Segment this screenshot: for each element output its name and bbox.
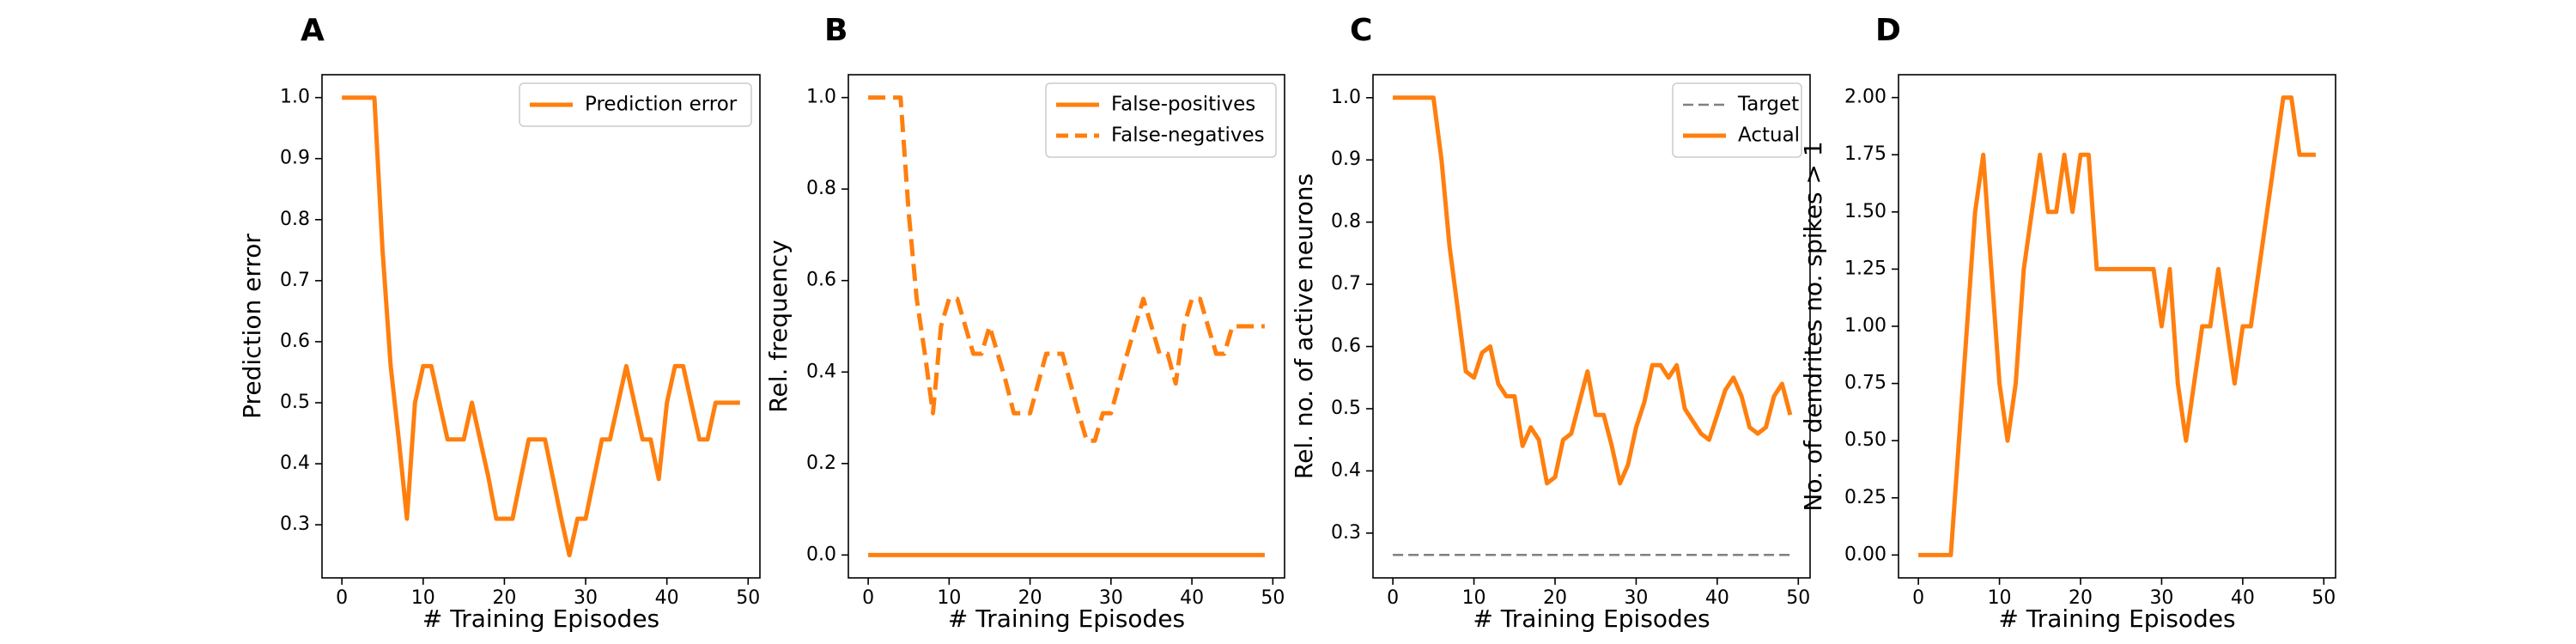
y-axis-label: Rel. frequency	[764, 240, 793, 412]
y-tick-label: 0.6	[806, 270, 836, 291]
y-tick-label: 2.00	[1844, 87, 1886, 108]
y-tick-label: 0.25	[1844, 487, 1886, 508]
series-line-main	[1918, 95, 2316, 557]
y-tick-label: 0.75	[1844, 373, 1886, 394]
y-axis-label: Prediction error	[238, 234, 266, 419]
y-tick-label: 0.2	[806, 453, 836, 474]
legend: False-positives False-negatives	[1045, 82, 1277, 158]
y-axis-label: No. of dendrites no. spikes > 1	[1799, 141, 1827, 511]
legend-label: False-negatives	[1111, 125, 1265, 147]
x-tick-label: 0	[336, 587, 348, 609]
axes-frame	[1372, 74, 1811, 579]
x-tick-label: 40	[1180, 587, 1204, 609]
x-tick-label: 10	[1462, 587, 1486, 609]
x-tick-label: 20	[1543, 587, 1567, 609]
axes-frame	[321, 74, 761, 579]
y-tick-label: 1.25	[1844, 258, 1886, 279]
legend-box	[1045, 82, 1277, 158]
y-tick-label: 1.0	[280, 87, 310, 108]
x-axis-label: # Training Episodes	[948, 605, 1185, 633]
x-tick-label: 10	[411, 587, 435, 609]
legend-label: False-positives	[1111, 94, 1255, 116]
legend-label: Prediction error	[585, 94, 738, 116]
axes-frame	[1898, 74, 2336, 579]
y-axis-label: Rel. no. of active neurons	[1290, 173, 1318, 479]
x-axis-label: # Training Episodes	[1473, 605, 1710, 633]
legend-box	[519, 82, 752, 127]
series-group	[868, 95, 1265, 557]
y-tick-label: 0.8	[806, 178, 836, 199]
series-line-prediction-error	[342, 95, 740, 558]
y-tick-label: 1.50	[1844, 201, 1886, 222]
x-tick-label: 0	[1912, 587, 1924, 609]
x-tick-label: 10	[937, 587, 961, 609]
x-tick-label: 30	[1624, 587, 1648, 609]
x-tick-label: 0	[862, 587, 874, 609]
y-tick-label: 0.4	[1331, 459, 1361, 481]
x-tick-label: 40	[2231, 587, 2255, 609]
y-tick-label: 0.0	[806, 544, 836, 565]
series-group	[342, 95, 740, 558]
x-tick-label: 30	[574, 587, 598, 609]
y-tick-label: 0.9	[1331, 149, 1361, 170]
y-tick-label: 0.6	[1331, 336, 1361, 357]
series-group	[1393, 95, 1793, 556]
x-tick-label: 50	[736, 587, 760, 609]
y-tick-label: 0.7	[1331, 273, 1361, 295]
x-tick-label: 50	[2312, 587, 2336, 609]
legend-label: Target	[1737, 94, 1799, 116]
y-tick-label: 0.6	[280, 331, 310, 352]
panel-letter: C	[1350, 13, 1372, 48]
y-tick-label: 0.8	[1331, 211, 1361, 233]
y-tick-label: 1.75	[1844, 143, 1886, 165]
series-group	[1918, 95, 2316, 557]
x-tick-label: 40	[1705, 587, 1729, 609]
y-tick-label: 0.5	[1331, 398, 1361, 419]
panel-letter: B	[824, 13, 848, 48]
series-line-false-negatives	[868, 95, 1265, 443]
y-tick-label: 0.4	[280, 453, 310, 474]
panel-a: A 0 10 20 30 40 50 0.3 0.4 0.5 0.6 0.7 0.8 0.9 1.0 # Tr…	[238, 13, 761, 633]
x-tick-label: 50	[1261, 587, 1285, 609]
x-axis-label: # Training Episodes	[422, 605, 659, 633]
x-tick-label: 30	[2149, 587, 2173, 609]
x-axis-label: # Training Episodes	[1998, 605, 2235, 633]
x-tick-label: 20	[1018, 587, 1042, 609]
legend-box	[1672, 82, 1802, 158]
y-tick-label: 1.00	[1844, 315, 1886, 337]
x-tick-label: 20	[492, 587, 516, 609]
x-tick-label: 0	[1387, 587, 1399, 609]
x-tick-label: 30	[1099, 587, 1123, 609]
panel-letter: D	[1875, 13, 1901, 48]
y-tick-label: 0.4	[806, 361, 836, 382]
legend: Target Actual	[1672, 82, 1802, 158]
x-tick-label: 50	[1786, 587, 1810, 609]
y-tick-label: 0.50	[1844, 429, 1886, 451]
y-tick-label: 0.3	[280, 513, 310, 535]
panel-c: C 0 10 20 30 40 50 0.3 0.4 0.5 0.6 0.7 0.8 0.9 1.0 # Tr…	[1290, 13, 1811, 633]
y-tick-label: 1.0	[806, 87, 836, 108]
y-tick-label: 0.8	[280, 209, 310, 230]
panel-letter: A	[301, 13, 325, 48]
y-tick-label: 0.3	[1331, 522, 1361, 544]
y-tick-label: 0.5	[280, 392, 310, 413]
axes-frame	[848, 74, 1285, 579]
panel-b: B 0 10 20 30 40 50 0.0 0.2 0.4 0.6 0.8 1.0 # Training…	[764, 13, 1285, 633]
y-tick-label: 0.7	[280, 270, 310, 291]
x-tick-label: 40	[655, 587, 679, 609]
legend: Prediction error	[519, 82, 752, 127]
y-tick-label: 0.00	[1844, 544, 1886, 565]
y-tick-label: 0.9	[280, 148, 310, 169]
y-tick-label: 1.0	[1331, 87, 1361, 108]
x-tick-label: 20	[2069, 587, 2093, 609]
panel-d: D 0 10 20 30 40 50 0.00 0.25 0.50 0.75 1.00 1.25 1.50…	[1799, 13, 2336, 633]
series-line-actual	[1393, 95, 1793, 486]
legend-label: Actual	[1738, 125, 1800, 147]
x-tick-label: 10	[1988, 587, 2012, 609]
